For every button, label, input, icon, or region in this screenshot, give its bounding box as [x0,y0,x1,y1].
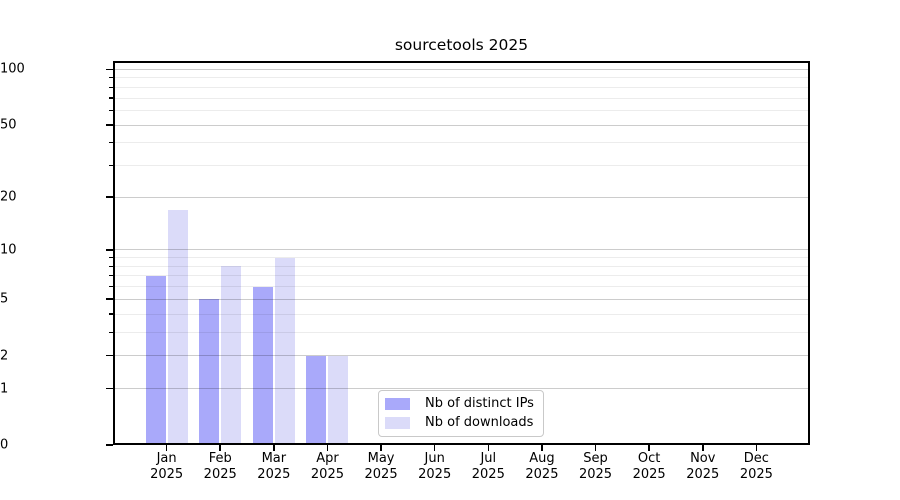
legend-item-distinct-ips: Nb of distinct IPs [385,396,537,412]
y-tick-label: 1 [0,381,9,397]
bar-distinct-ips-mar [252,286,273,445]
y-minor-tick [109,77,113,79]
minor-gridline [113,142,810,144]
y-major-tick [106,124,113,126]
x-tick [433,445,436,451]
x-tick [648,445,650,451]
major-gridline [113,249,810,251]
minor-gridline [113,165,810,167]
x-tick-label-jun: Jun 2025 [418,451,452,482]
x-tick [380,445,382,451]
legend-item-downloads: Nb of downloads [385,415,537,431]
y-major-tick [106,354,113,357]
y-minor-tick [109,313,113,315]
legend: Nb of distinct IPs Nb of downloads [378,390,544,437]
y-minor-tick [109,86,113,88]
y-major-tick [106,387,113,390]
legend-label-downloads: Nb of downloads [425,415,534,430]
minor-gridline [113,257,810,259]
spine-bottom [113,443,810,445]
x-tick-label-jan: Jan 2025 [150,451,184,482]
minor-gridline [113,313,810,315]
x-tick-label-jul: Jul 2025 [471,451,505,482]
minor-gridline [113,109,810,111]
y-minor-tick [109,286,113,288]
x-tick-label-dec: Dec 2025 [739,451,773,482]
y-tick-label: 50 [0,117,17,133]
y-major-tick [106,196,113,199]
y-minor-tick [109,275,113,277]
major-gridline [113,355,810,357]
x-tick [701,445,704,451]
y-minor-tick [109,331,113,333]
minor-gridline [113,97,810,99]
y-minor-tick [109,97,113,99]
bar-distinct-ips-jan [145,275,166,445]
y-minor-tick [109,142,113,144]
x-tick [273,445,275,451]
y-tick-label: 5 [0,291,9,307]
x-tick [755,445,758,451]
x-tick [541,445,543,451]
y-minor-tick [109,265,113,267]
y-tick-label: 2 [0,348,9,364]
minor-gridline [113,331,810,333]
y-major-tick [106,68,113,71]
legend-label-distinct-ips: Nb of distinct IPs [425,396,534,411]
legend-swatch-distinct-ips [385,398,410,410]
spine-left [113,61,115,445]
major-gridline [113,298,810,300]
minor-gridline [113,77,810,79]
y-major-tick [106,298,113,300]
y-major-tick [106,444,113,446]
y-tick-label: 100 [0,61,25,77]
bar-downloads-mar [274,257,295,445]
major-gridline [113,124,810,126]
bar-distinct-ips-apr [306,355,327,445]
y-minor-tick [109,109,113,112]
spine-right [808,61,810,445]
minor-gridline [113,86,810,88]
major-gridline [113,68,810,70]
y-tick-label: 10 [0,242,17,258]
y-tick-label: 0 [0,437,9,453]
bar-downloads-apr [328,355,349,445]
minor-gridline [113,275,810,277]
y-tick-label: 20 [0,189,17,205]
major-gridline [113,196,810,198]
x-tick-label-may: May 2025 [364,451,398,482]
bar-distinct-ips-feb [199,299,220,445]
minor-gridline [113,265,810,267]
x-tick-label-feb: Feb 2025 [203,451,237,482]
legend-swatch-downloads [385,417,410,429]
x-tick [219,445,222,451]
x-tick-label-aug: Aug 2025 [525,451,559,482]
x-tick [487,445,490,451]
spine-top [113,61,810,63]
x-tick-label-apr: Apr 2025 [310,451,344,482]
x-tick [326,445,329,451]
x-tick [165,445,168,451]
x-tick-label-nov: Nov 2025 [686,451,720,482]
x-tick-label-sep: Sep 2025 [578,451,613,482]
bar-downloads-jan [167,209,188,445]
bar-downloads-feb [221,266,242,445]
minor-gridline [113,286,810,288]
x-tick-label-mar: Mar 2025 [257,451,291,482]
x-tick-label-oct: Oct 2025 [632,451,666,482]
y-major-tick [106,249,113,251]
x-tick [594,445,597,451]
chart-title: sourcetools 2025 [394,36,529,54]
y-minor-tick [109,257,113,259]
y-minor-tick [109,164,113,167]
plot-area [113,61,810,445]
major-gridline [113,388,810,390]
